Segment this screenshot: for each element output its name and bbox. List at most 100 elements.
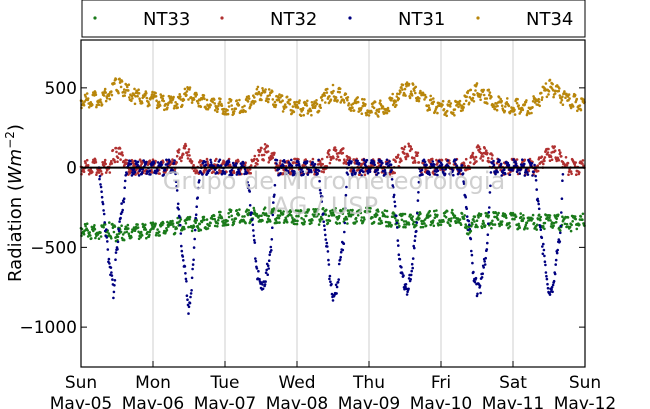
point-NT34-912: [548, 78, 552, 82]
point-NT33-719: [449, 219, 453, 223]
point-NT33-758: [469, 229, 473, 233]
point-NT33-669: [423, 218, 427, 221]
point-NT34-342: [255, 87, 259, 91]
point-NT31-842: [530, 162, 534, 165]
point-NT33-271: [219, 210, 222, 214]
point-NT34-755: [468, 101, 471, 105]
point-NT31-902: [561, 173, 565, 176]
point-NT33-536: [355, 220, 359, 223]
point-NT31-294: [248, 204, 252, 207]
point-NT32-349: [259, 149, 262, 152]
point-NT32-899: [542, 162, 545, 166]
point-NT34-891: [537, 100, 541, 104]
point-NT34-447: [309, 109, 313, 113]
point-NT33-716: [447, 217, 451, 221]
point-NT33-631: [404, 225, 407, 229]
point-NT34-274: [220, 104, 224, 107]
point-NT31-582: [397, 244, 400, 247]
point-NT31-581: [396, 239, 400, 242]
point-NT31-742: [479, 291, 482, 295]
point-NT32-769: [475, 160, 478, 163]
point-NT33-868: [526, 227, 529, 230]
point-NT31-575: [393, 200, 397, 204]
point-NT33-461: [316, 208, 320, 211]
point-NT32-106: [134, 173, 137, 176]
point-NT33-146: [154, 233, 158, 237]
point-NT32-22: [91, 170, 94, 174]
point-NT33-361: [265, 214, 269, 217]
x-tick-weekday-3: Wed: [278, 373, 315, 393]
point-NT33-545: [360, 219, 363, 222]
point-NT34-171: [167, 94, 171, 98]
point-NT32-552: [363, 173, 367, 176]
point-NT34-621: [399, 90, 402, 94]
point-NT34-154: [158, 104, 162, 107]
point-NT31-806: [512, 158, 515, 161]
point-NT31-135: [167, 162, 170, 165]
point-NT31-438: [323, 224, 326, 227]
y-tick-label-1: 0: [66, 159, 77, 179]
point-NT33-149: [156, 228, 159, 231]
point-NT33-418: [294, 209, 298, 212]
point-NT34-337: [253, 96, 256, 99]
point-NT31-388: [297, 160, 300, 164]
point-NT34-270: [218, 100, 222, 103]
point-NT33-285: [226, 219, 229, 223]
point-NT31-634: [423, 160, 427, 164]
point-NT34-220: [192, 98, 196, 101]
point-NT33-386: [278, 221, 281, 224]
point-NT34-784: [482, 93, 486, 97]
point-NT34-805: [493, 107, 497, 111]
point-NT34-879: [531, 100, 535, 103]
point-NT32-470: [321, 162, 325, 166]
point-NT34-339: [254, 100, 257, 103]
point-NT34-565: [370, 110, 373, 114]
point-NT34-228: [197, 102, 200, 105]
point-NT33-365: [267, 214, 271, 218]
x-tick-date-0: Mav-05: [50, 394, 112, 409]
point-NT31-606: [409, 278, 413, 281]
point-NT31-319: [261, 287, 265, 291]
point-NT34-758: [469, 88, 473, 92]
point-NT34-293: [230, 104, 233, 107]
point-NT32-199: [182, 152, 185, 156]
point-NT31-583: [397, 253, 401, 256]
point-NT32-863: [523, 158, 527, 162]
point-NT31-146: [172, 161, 176, 165]
point-NT32-320: [244, 161, 247, 164]
point-NT33-268: [217, 216, 221, 219]
point-NT34-669: [423, 93, 427, 97]
point-NT31-861: [540, 236, 544, 239]
point-NT33-228: [197, 226, 200, 230]
point-NT34-949: [567, 93, 571, 96]
point-NT34-897: [541, 96, 544, 99]
point-NT33-804: [493, 215, 496, 219]
point-NT31-478: [343, 221, 347, 225]
point-NT33-320: [244, 221, 247, 225]
point-NT33-964: [575, 227, 579, 231]
point-NT31-474: [341, 248, 345, 252]
point-NT34-615: [396, 92, 399, 96]
point-NT33-741: [460, 212, 464, 215]
point-NT33-89: [125, 230, 129, 234]
point-NT31-40: [118, 220, 121, 223]
point-NT34-216: [190, 101, 194, 104]
point-NT31-11: [103, 221, 106, 224]
point-NT33-523: [348, 211, 352, 214]
point-NT34-459: [315, 102, 319, 106]
point-NT31-434: [320, 195, 324, 198]
point-NT32-628: [402, 148, 406, 151]
watermark: Grupo de Micrometeorologia IAG / USP: [163, 167, 505, 220]
point-NT33-509: [341, 212, 345, 215]
point-NT31-218: [209, 161, 213, 164]
point-NT31-851: [535, 188, 538, 191]
point-NT31-179: [189, 292, 193, 295]
point-NT32-765: [473, 158, 476, 161]
point-NT31-615: [414, 234, 417, 238]
point-NT33-833: [508, 221, 511, 225]
point-NT33-619: [398, 224, 401, 228]
point-NT33-303: [235, 209, 239, 212]
point-NT31-289: [246, 181, 249, 184]
point-NT33-383: [276, 214, 280, 217]
point-NT32-45: [102, 164, 106, 168]
